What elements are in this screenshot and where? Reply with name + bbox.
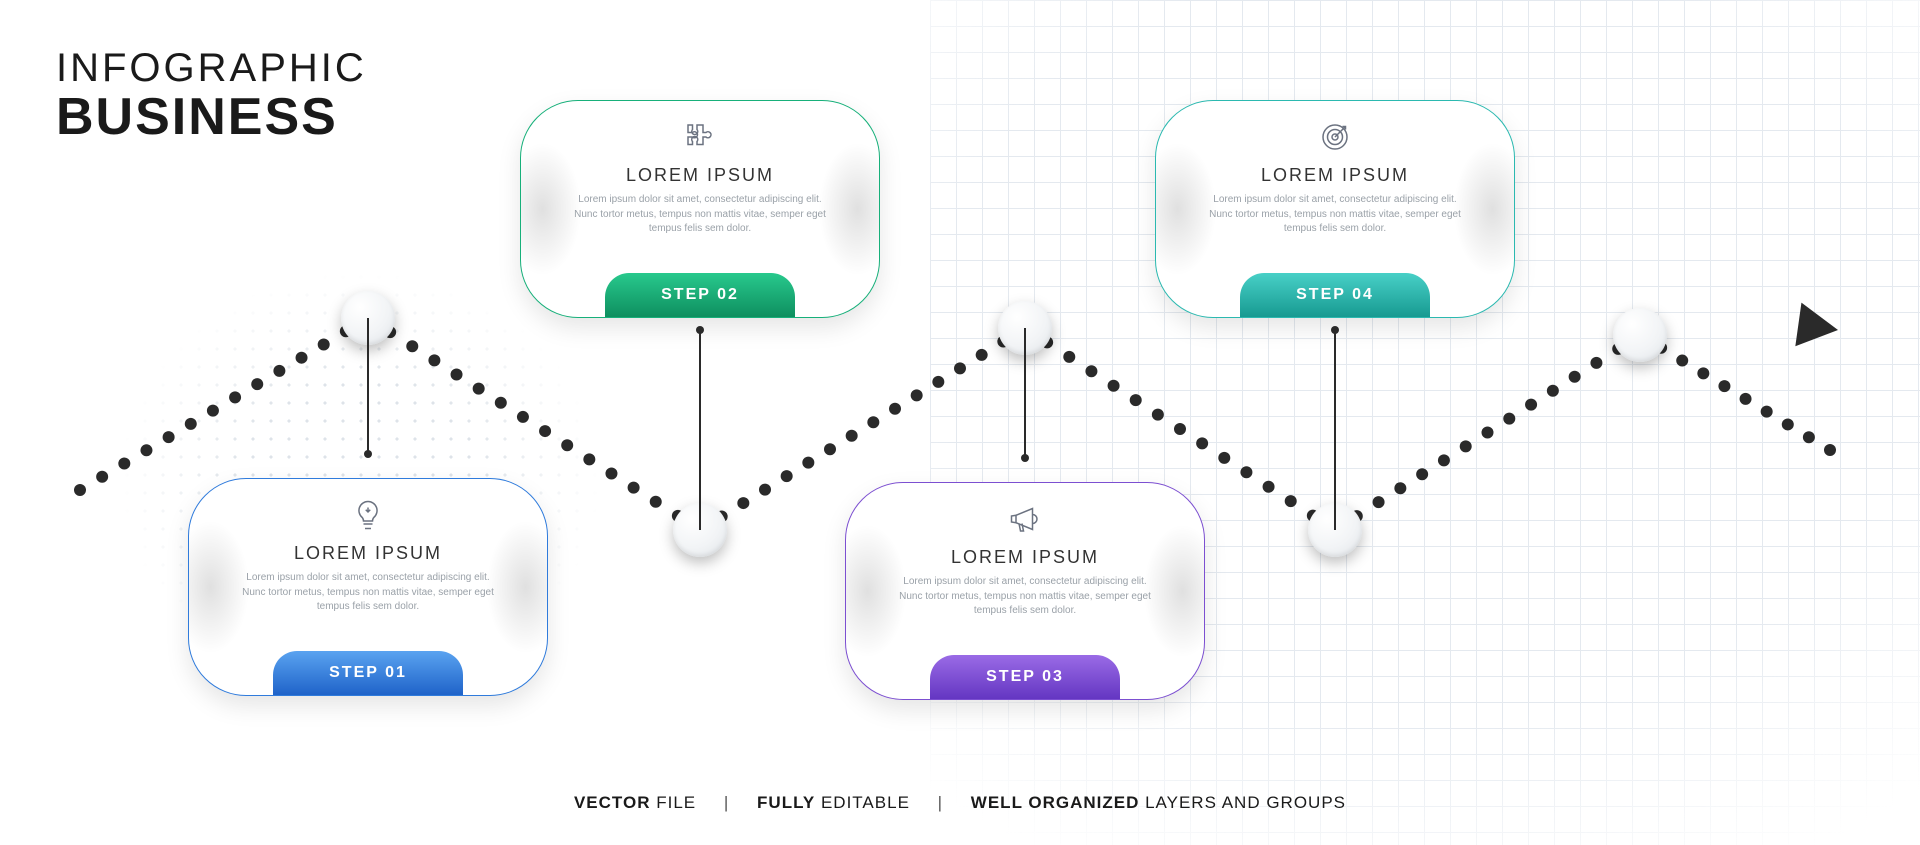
card-title: LOREM IPSUM <box>189 543 547 564</box>
lightbulb-icon <box>350 497 386 538</box>
path-node <box>1613 308 1667 362</box>
megaphone-icon <box>1007 501 1043 542</box>
card-title: LOREM IPSUM <box>1156 165 1514 186</box>
footer-sep-2: | <box>938 793 943 812</box>
step-pill: STEP 04 <box>1240 273 1430 317</box>
card-body: Lorem ipsum dolor sit amet, consectetur … <box>235 571 501 615</box>
card-title: LOREM IPSUM <box>846 547 1204 568</box>
footer-part3-rest: LAYERS AND GROUPS <box>1139 793 1346 812</box>
connector-end-dot <box>696 326 704 334</box>
card-body: Lorem ipsum dolor sit amet, consectetur … <box>892 575 1158 619</box>
footer-part1-bold: VECTOR <box>574 793 651 812</box>
connector-end-dot <box>1021 454 1029 462</box>
footer-part2-bold: FULLY <box>757 793 815 812</box>
step-card-4: LOREM IPSUM Lorem ipsum dolor sit amet, c… <box>1155 100 1515 318</box>
step-pill: STEP 02 <box>605 273 795 317</box>
title-line-2: BUSINESS <box>56 91 367 143</box>
step-pill: STEP 03 <box>930 655 1120 699</box>
main-title: INFOGRAPHIC BUSINESS <box>56 46 367 143</box>
connector-stem <box>367 318 369 454</box>
step-card-3: LOREM IPSUM Lorem ipsum dolor sit amet, c… <box>845 482 1205 700</box>
connector-end-dot <box>364 450 372 458</box>
footer-caption: VECTOR FILE | FULLY EDITABLE | WELL ORGA… <box>0 793 1920 813</box>
target-icon <box>1317 119 1353 160</box>
step-pill: STEP 01 <box>273 651 463 695</box>
puzzle-icon <box>682 119 718 160</box>
card-body: Lorem ipsum dolor sit amet, consectetur … <box>567 193 833 237</box>
infographic-stage: INFOGRAPHIC BUSINESS LOREM IPSUM Lorem ip… <box>0 0 1920 845</box>
connector-end-dot <box>1331 326 1339 334</box>
connector-stem <box>699 330 701 530</box>
footer-part2-rest: EDITABLE <box>815 793 910 812</box>
step-card-2: LOREM IPSUM Lorem ipsum dolor sit amet, c… <box>520 100 880 318</box>
card-body: Lorem ipsum dolor sit amet, consectetur … <box>1202 193 1468 237</box>
connector-stem <box>1024 328 1026 458</box>
footer-part3-bold: WELL ORGANIZED <box>971 793 1140 812</box>
title-line-1: INFOGRAPHIC <box>56 46 367 91</box>
step-card-1: LOREM IPSUM Lorem ipsum dolor sit amet, c… <box>188 478 548 696</box>
footer-sep-1: | <box>724 793 729 812</box>
connector-stem <box>1334 330 1336 530</box>
card-title: LOREM IPSUM <box>521 165 879 186</box>
footer-part1-rest: FILE <box>651 793 697 812</box>
